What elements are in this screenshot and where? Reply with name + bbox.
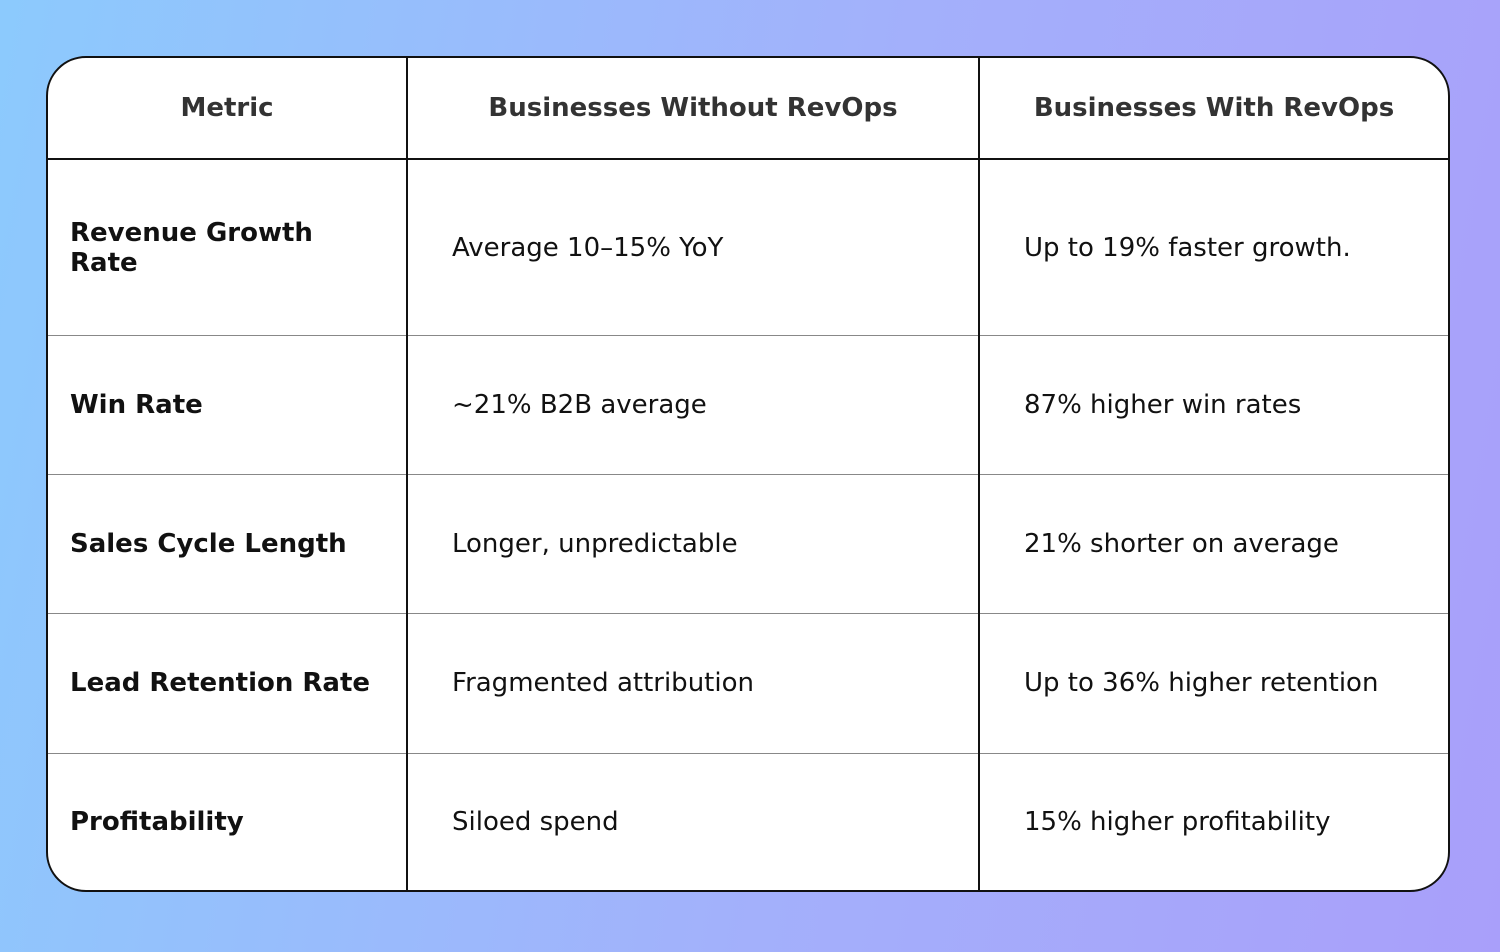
metric-cell: Revenue Growth Rate xyxy=(48,159,408,336)
table-row: Revenue Growth Rate Average 10–15% YoY Up … xyxy=(48,159,1448,336)
value-cell: Siloed spend xyxy=(407,753,980,890)
header-cell: Businesses With RevOps xyxy=(979,58,1448,160)
table-row: Profitability Siloed spend 15% higher prof… xyxy=(48,753,1448,890)
table-body: Revenue Growth Rate Average 10–15% YoY Up … xyxy=(48,159,1448,890)
comparison-card: Metric Businesses Without RevOps Businesse… xyxy=(46,56,1450,892)
value-cell: ~21% B2B average xyxy=(407,335,980,476)
value-cell: Up to 19% faster growth. xyxy=(979,159,1448,336)
value-cell: 15% higher profitability xyxy=(1024,806,1331,837)
table-row: Sales Cycle Length Longer, unpredictable 2… xyxy=(48,474,1448,615)
metric-cell: Lead Retention Rate xyxy=(48,613,408,754)
value-cell: 21% shorter on average xyxy=(979,474,1448,615)
header-cell: Metric xyxy=(48,58,408,160)
metric-cell: Sales Cycle Length xyxy=(48,474,408,615)
value-cell: Average 10–15% YoY xyxy=(407,159,980,336)
table-row: Lead Retention Rate Fragmented attributio… xyxy=(48,613,1448,754)
comparison-table: Metric Businesses Without RevOps Businesse… xyxy=(48,58,1448,890)
value-cell: Fragmented attribution xyxy=(407,613,980,754)
value-cell: Longer, unpredictable xyxy=(407,474,980,615)
header-cell: Businesses Without RevOps xyxy=(407,58,980,160)
metric-cell: Profitability xyxy=(48,753,408,890)
value-cell: Up to 36% higher retention xyxy=(979,613,1448,754)
value-cell: 87% higher win rates xyxy=(979,335,1448,476)
table-row: Win Rate ~21% B2B average 87% higher win r… xyxy=(48,335,1448,476)
metric-cell: Win Rate xyxy=(48,335,408,476)
header-row: Metric Businesses Without RevOps Businesse… xyxy=(48,58,1448,160)
